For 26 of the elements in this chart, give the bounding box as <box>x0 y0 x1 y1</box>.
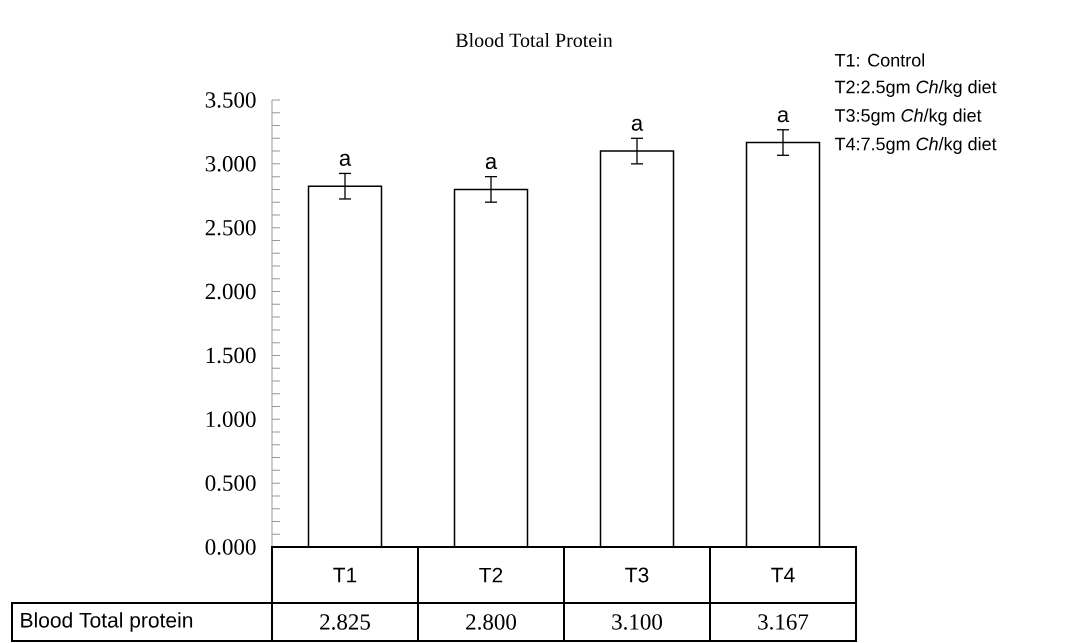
annotation: a <box>339 153 352 166</box>
y-tick-label: 3.000 <box>205 156 256 172</box>
x-tick-label: T4 <box>771 567 795 583</box>
x-tick-label: T2 <box>479 567 503 583</box>
chart-title: Blood Total Protein <box>455 32 613 48</box>
y-tick-label: 2.000 <box>205 283 256 300</box>
y-tick-label: 0.500 <box>205 475 256 491</box>
y-tick-label: 2.500 <box>205 219 256 236</box>
y-tick-label: 1.000 <box>206 411 256 428</box>
text: Blood Total protein <box>21 612 193 632</box>
text: T1: Control <box>834 53 925 67</box>
data-label: 2.800 <box>466 614 517 630</box>
y-tick-label: 3.500 <box>205 92 256 108</box>
y-tick-label: 1.500 <box>206 347 256 364</box>
annotation: T3:5gm Ch/kg diet <box>834 108 982 126</box>
data-label: 3.167 <box>758 614 809 630</box>
data-label: 3.100 <box>612 614 663 630</box>
text: T2:2.5gm Ch/kg diet <box>834 80 997 97</box>
annotation: a <box>777 110 790 123</box>
x-tick-label: T3 <box>625 567 649 583</box>
annotation: a <box>631 118 644 131</box>
annotation: T4:7.5gm Ch/kg diet <box>834 137 997 154</box>
y-tick-label: 0.000 <box>205 539 256 555</box>
x-tick-label: T1 <box>333 567 357 583</box>
annotation: a <box>485 157 498 170</box>
data-label: 2.825 <box>320 614 370 630</box>
